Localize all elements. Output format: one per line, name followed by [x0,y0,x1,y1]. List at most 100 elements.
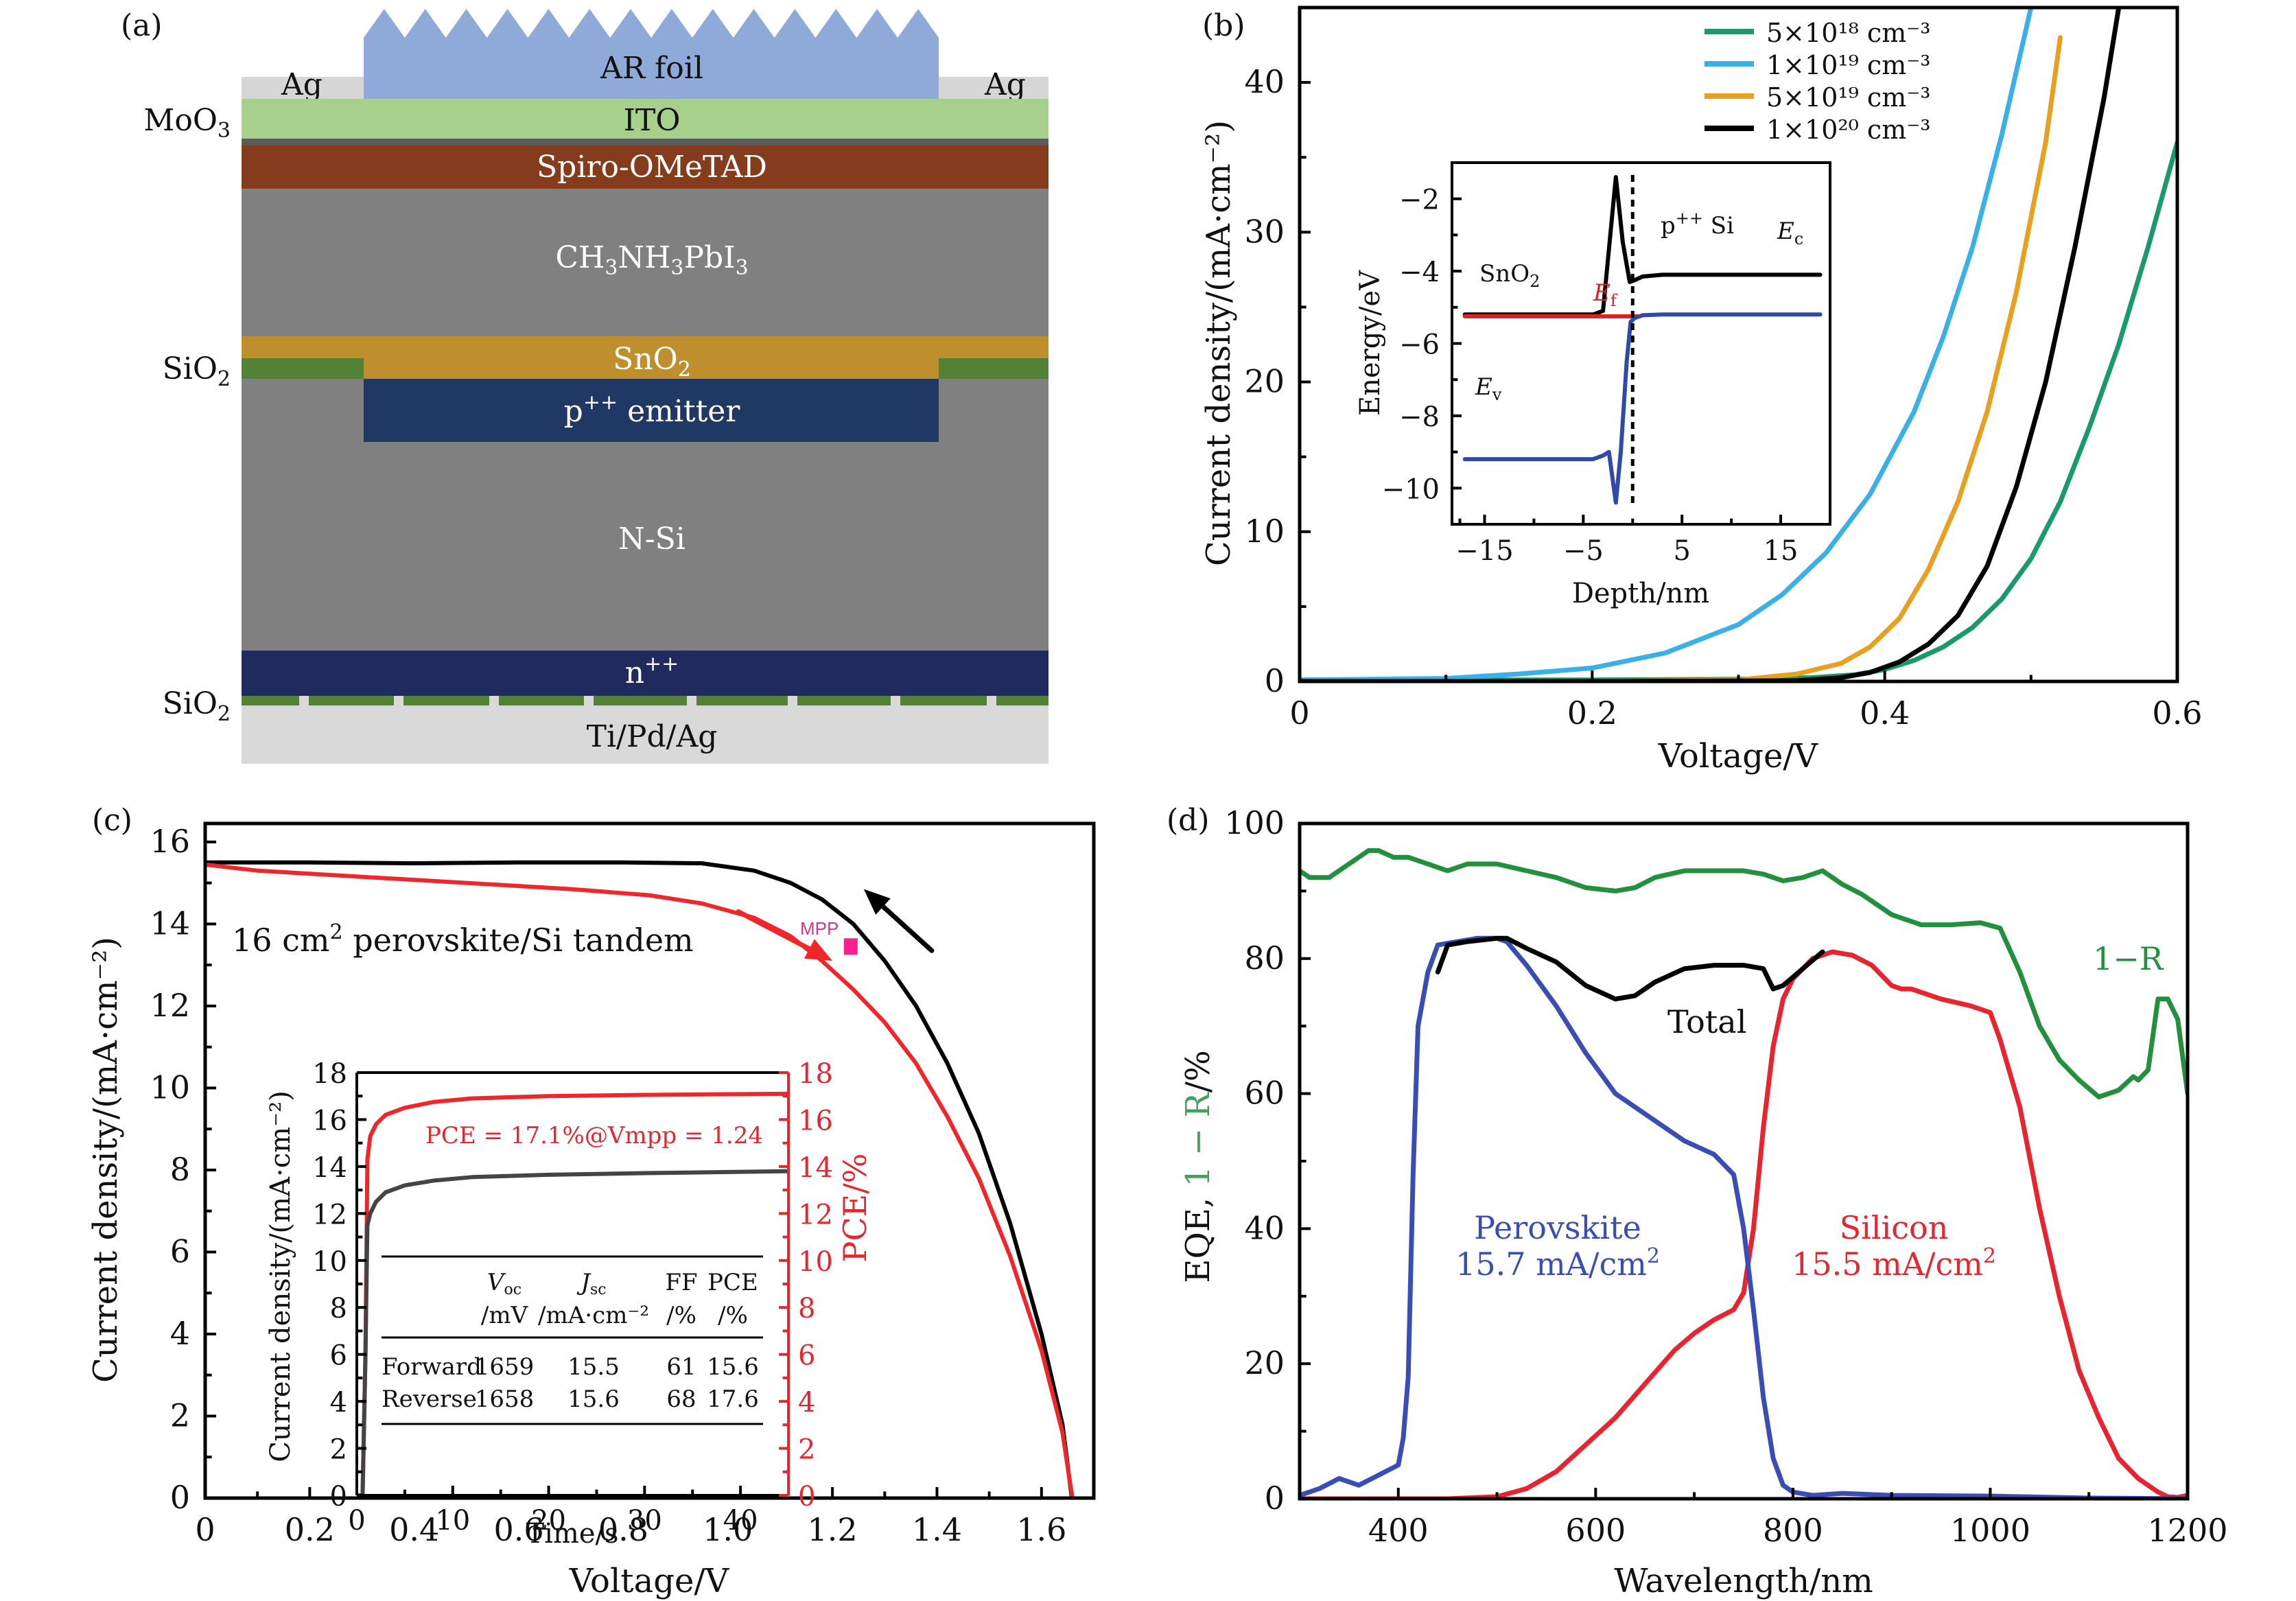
panel-b-legend: 5×10¹⁸ cm⁻³1×10¹⁹ cm⁻³5×10¹⁹ cm⁻³1×10²⁰ … [1705,18,1931,145]
npp-layer [242,651,1049,696]
panel-c-xtick-label: 1.2 [808,1511,858,1548]
panel-c-ytick-label: 2 [170,1397,190,1434]
panel-c-ytick-label: 8 [170,1151,190,1188]
inset-b-ev-annotation: Ev [1475,373,1502,404]
panel-c-ytick-label: 14 [150,904,190,942]
inset-c-ytick-label: 0 [330,1481,347,1512]
panel-b-xtick-label: 0.4 [1860,694,1910,732]
inset-c-ytick-label: 8 [330,1293,347,1324]
panel-d-ylabel: EQE, 1 − R/% [1179,1050,1217,1283]
sio2-segment [696,696,788,705]
sno2-layer [242,336,1049,379]
panel-c-jv-tandem: (c) 0 0.2 0.4 0.6 0.8 1.0 1.2 1.4 1.602468101214… [86,803,1096,1600]
panel-d-ytick-label: 80 [1244,939,1285,977]
inset-c-right-ytick-label: 18 [798,1058,833,1090]
panel-c-xtick-label: 1.6 [1016,1511,1066,1548]
inset-b-ylabel: Energy/eV [1355,270,1386,416]
ag-right-label: Ag [984,67,1026,102]
inset-b-series-ev [1462,312,1823,505]
panel-b-ytick-label: 10 [1244,513,1285,550]
table-header-ff: FF [665,1269,697,1296]
inset-c-right-ytick-label: 12 [798,1199,833,1230]
sio2-segment [996,696,1049,705]
forward-scan-arrow-head [804,939,833,961]
panel-b-xlabel: Voltage/V [1658,737,1819,775]
inset-c-ytick-label: 6 [330,1340,347,1372]
ito-layer [242,99,1049,139]
panel-d-ytick-label: 100 [1224,804,1285,841]
inset-c-xtick-label: 10 [435,1505,470,1536]
table-cell: 17.6 [707,1386,759,1413]
inset-c-ytick-label: 16 [312,1105,347,1136]
perovskite-label: CH3NH3PbI3 [555,240,748,280]
inset-b-xtick-label: −5 [1563,535,1604,567]
series-label-silicon: Silicon [1840,1209,1949,1246]
sio2-segment [594,696,687,705]
panel-d-axes-frame [1298,821,2190,1501]
inset-c-xlabel: Time/s [526,1518,618,1550]
inset-c-ytick-label: 14 [312,1152,347,1184]
series-label-total: Total [1667,1003,1746,1040]
panel-d-eqe: (d) 400 600 800 1000 1200 0 20 40 60 80 100 Wavele… [1167,803,2228,1600]
perovskite-layer [242,189,1049,336]
inset-c-ytick-label: 2 [330,1434,347,1466]
series-label-perovskite-jsc: 15.7 mA/cm2 [1455,1244,1660,1283]
table-unit-voc: /mV [481,1302,529,1329]
inset-c-ytick-label: 10 [312,1246,347,1278]
panel-c-ytick-label: 4 [170,1315,190,1352]
panel-c-xtick-label: 1.0 [703,1511,753,1548]
panel-c-ytick-label: 12 [150,987,190,1024]
panel-c-series-reverse [205,860,1074,1498]
sio2-segment [403,696,489,705]
panel-c-axes-frame [203,821,1096,1500]
table-cell: 15.5 [567,1353,620,1381]
panel-b-ytick-label: 30 [1244,213,1285,250]
inset-c-pce-annotation: PCE = 17.1%@Vmpp = 1.24 [425,1122,763,1149]
inset-c-ytick-label: 4 [330,1387,347,1418]
panel-d-series-total [1435,935,1825,1002]
inset-c-ytick-label: 12 [312,1199,347,1230]
panel-b-ytick-label: 0 [1265,662,1285,699]
panel-c-label: (c) [92,803,132,838]
panel-b-ylabel: Current density/(mA·cm⁻²) [1199,120,1238,566]
table-row-reverse: Reverse 1658 15.6 68 17.6 [382,1386,759,1413]
series-label-1-minus-r: 1−R [2093,940,2164,977]
table-cell: 68 [666,1386,696,1413]
inset-c-right-ytick-label: 14 [798,1152,833,1184]
reverse-scan-arrow-shaft [880,904,935,953]
metal-contact-layer [242,705,1049,764]
nsi-label: N-Si [618,522,686,557]
inset-b-xtick-label: −15 [1455,535,1513,567]
panel-c-inset-stability: 0 10 20 30 40024681012141618024681012141618 … [265,1058,874,1550]
panel-c-series-group [205,860,1075,1498]
moo3-layer [242,139,1049,145]
reverse-scan-arrow-head [863,889,891,915]
emitter-label: p++ emitter [564,390,741,429]
inset-c-right-ytick-label: 4 [798,1387,815,1418]
panel-b-ytick-label: 20 [1244,363,1285,400]
legend-label: 5×10¹⁸ cm⁻³ [1766,18,1931,48]
emitter-layer [364,379,939,442]
inset-c-xtick-label: 20 [531,1505,566,1536]
spiro-label: Spiro-OMeTAD [537,150,767,185]
sio2-bottom-strip [242,696,1049,705]
panel-c-scan-arrows [736,889,935,961]
table-cell: Forward [382,1353,482,1381]
panel-b-jv-doping: (b) 0 0.2 0.4 0.6 0 10 20 30 40 Voltage/V Curren… [1199,5,2203,775]
ag-left-label: Ag [281,67,323,102]
sio2-right-block [939,358,1049,379]
panel-a-device-schematic: (a) Ag Ag AR foil ITO Spiro-OMeTAD CH3NH… [121,8,1049,764]
ag-right-layer [939,77,1049,99]
table-cell: Reverse [382,1386,477,1413]
ar-foil-layer [364,9,939,99]
inset-c-ylabel-right: PCE/% [836,1154,874,1263]
panel-d-xtick-label: 1000 [1950,1512,2030,1549]
sio2-segment [900,696,987,705]
sio2-segment [797,696,891,705]
sio2-bottom-side-label: SiO2 [163,686,231,726]
inset-c-right-ytick-label: 8 [798,1293,815,1324]
panel-c-xtick-label: 0.8 [598,1511,648,1548]
